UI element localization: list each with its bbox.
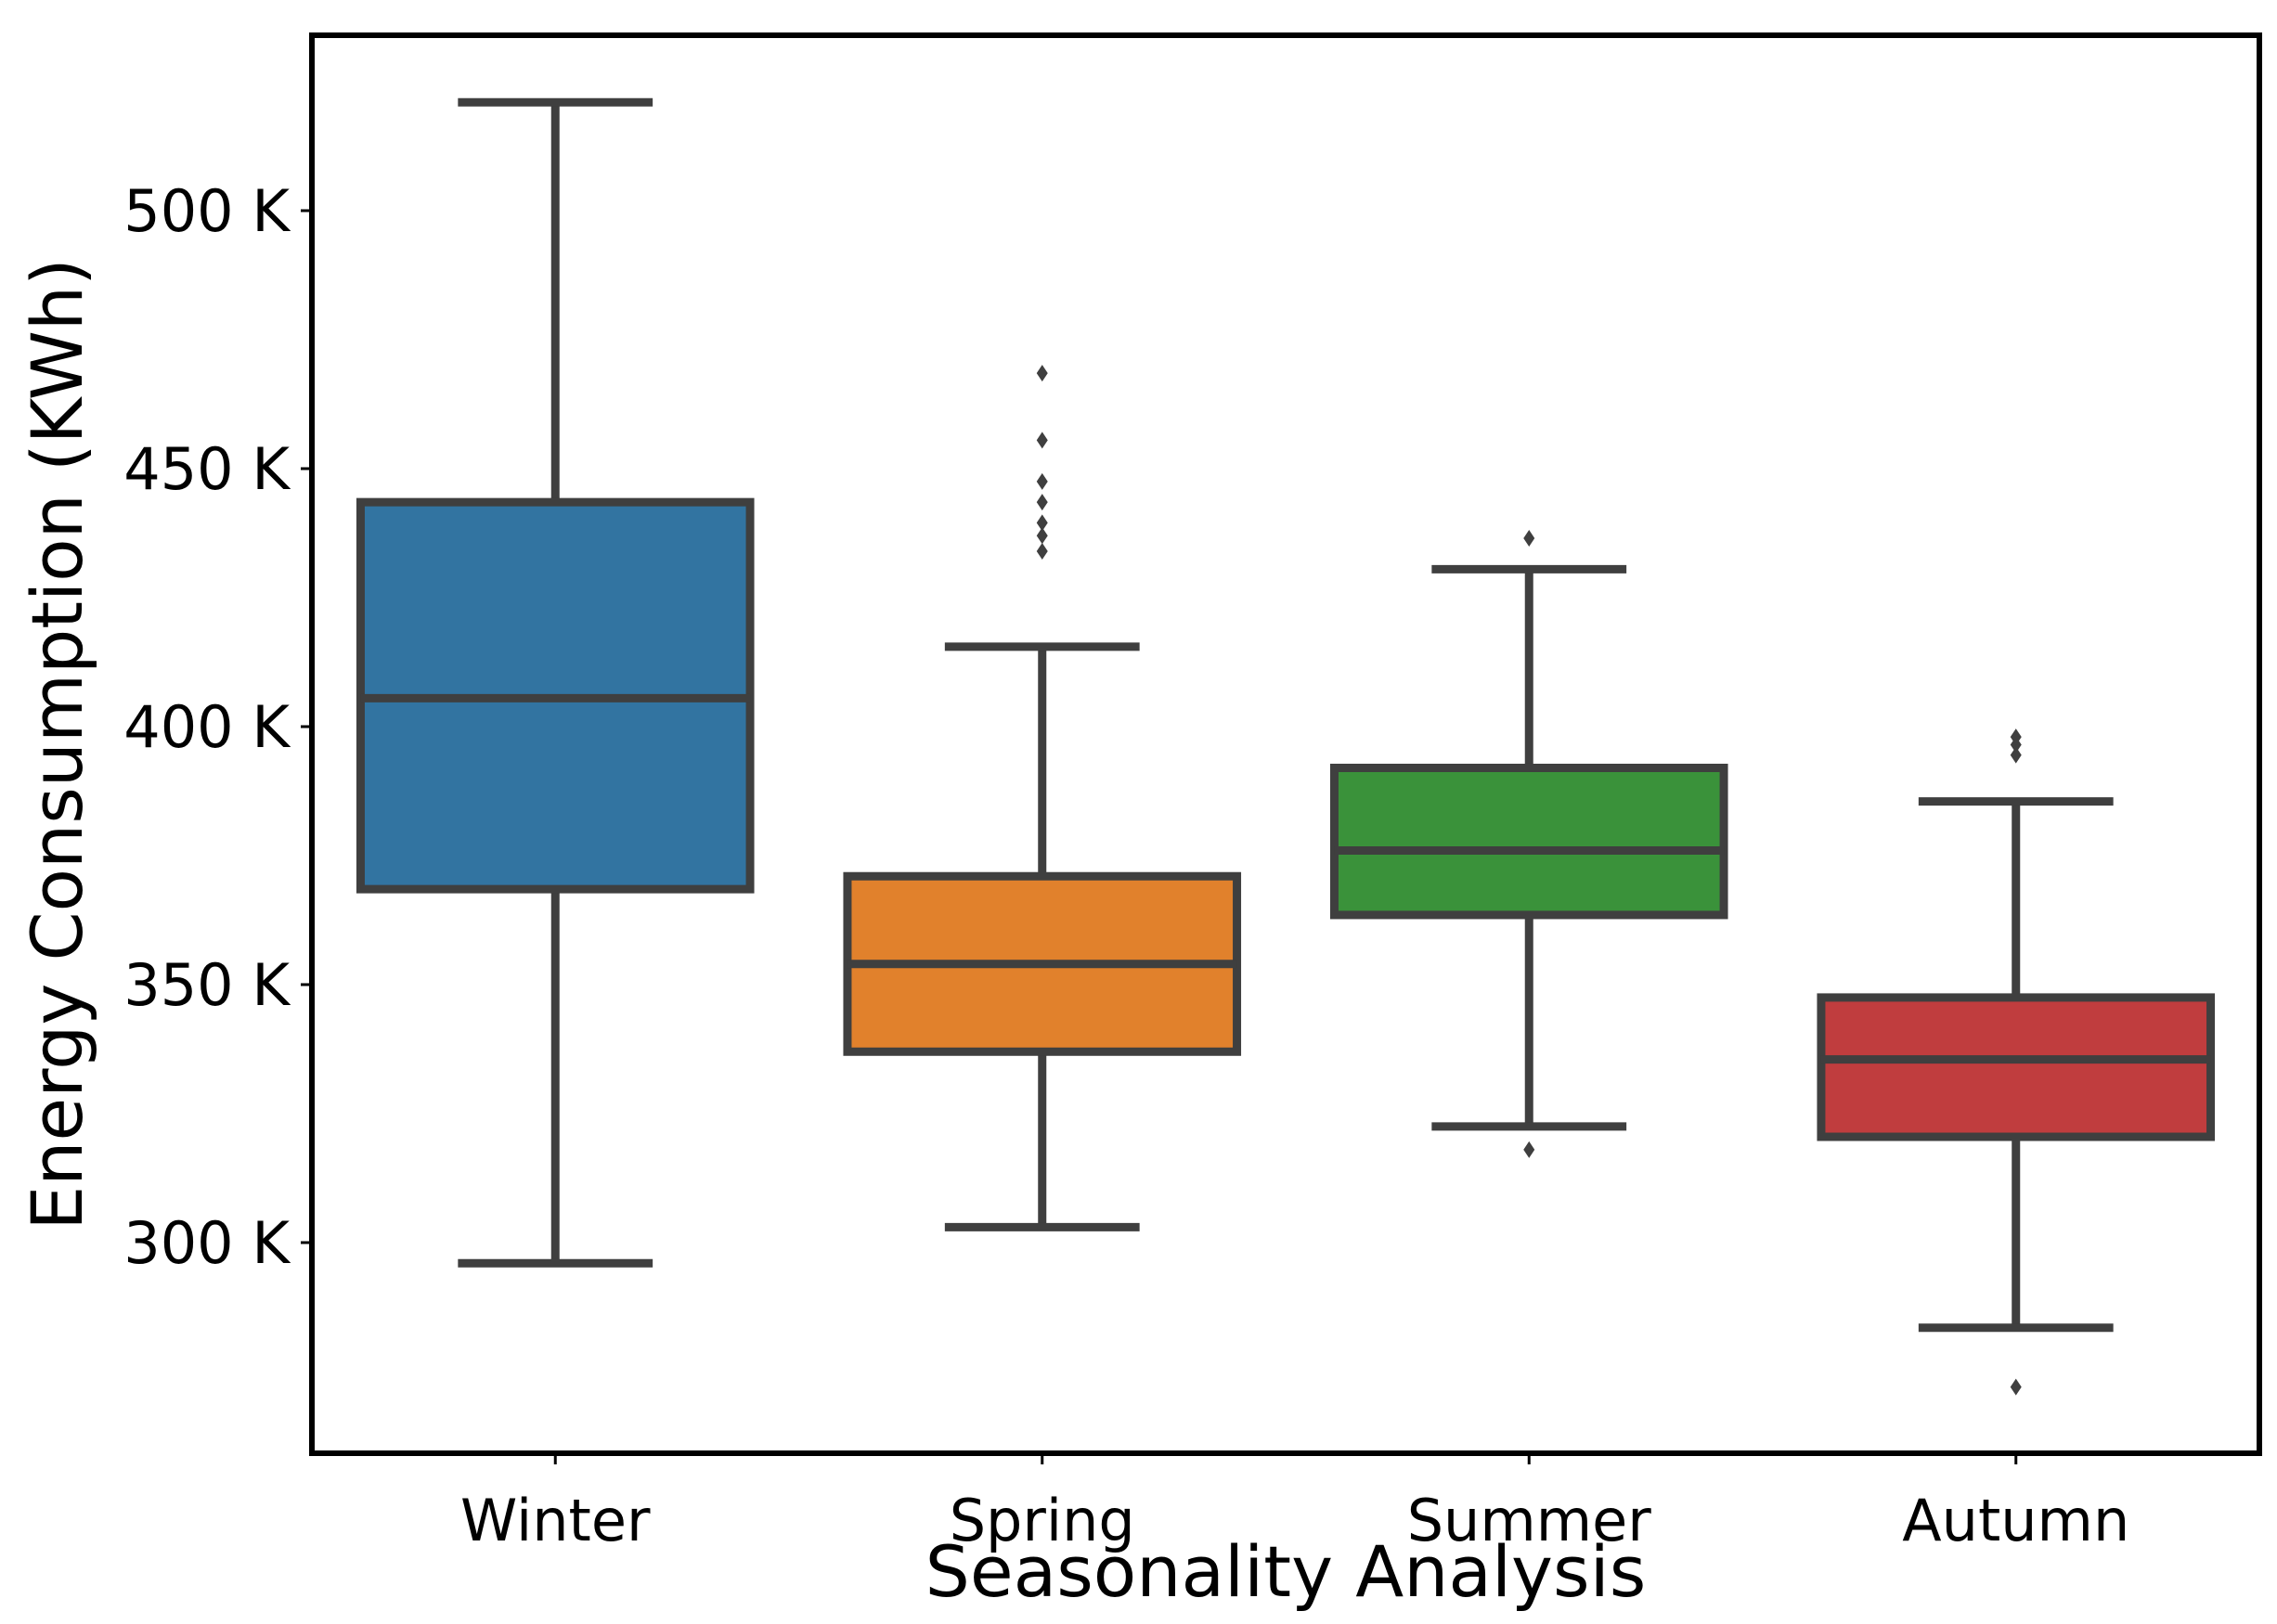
outlier-point-spring xyxy=(1036,494,1048,511)
x-axis: Winter Spring Summer Autumn xyxy=(460,1453,2129,1554)
outlier-point-spring xyxy=(1036,365,1048,382)
box-body-autumn xyxy=(1817,993,2216,1141)
y-tick-label: 450 K xyxy=(123,435,291,503)
outlier-point-autumn xyxy=(2010,1378,2022,1396)
outlier-point-spring xyxy=(1036,472,1048,490)
y-tick-label: 500 K xyxy=(123,177,291,245)
outlier-point-autumn xyxy=(2010,746,2022,764)
outlier-point-spring xyxy=(1036,527,1048,545)
x-tick-label: Spring xyxy=(950,1487,1135,1554)
box-body-summer xyxy=(1329,763,1728,920)
box-spring xyxy=(843,365,1242,1231)
boxes-layer xyxy=(356,97,2216,1396)
y-tick-label: 350 K xyxy=(123,951,291,1019)
plot-frame xyxy=(309,32,2262,1456)
y-axis: 300 K 350 K 400 K 450 K 500 K xyxy=(123,177,312,1277)
box-autumn xyxy=(1817,728,2216,1396)
box-summer xyxy=(1329,530,1728,1158)
x-axis-title: Seasonality Analysis xyxy=(925,1530,1647,1613)
x-tick-label: Autumn xyxy=(1902,1487,2129,1554)
y-tick-label: 300 K xyxy=(123,1209,291,1277)
y-axis-title: Energy Consumption (KWh) xyxy=(16,258,98,1231)
outlier-point-summer xyxy=(1523,530,1535,548)
outlier-point-spring xyxy=(1036,542,1048,560)
outlier-point-autumn xyxy=(2010,728,2022,746)
y-tick-label: 400 K xyxy=(123,693,291,761)
x-tick-label: Summer xyxy=(1407,1487,1652,1554)
outlier-point-spring xyxy=(1036,432,1048,449)
x-tick-label: Winter xyxy=(460,1487,651,1554)
outlier-point-spring xyxy=(1036,514,1048,532)
box-winter xyxy=(356,97,755,1268)
outlier-point-summer xyxy=(1523,1141,1535,1158)
